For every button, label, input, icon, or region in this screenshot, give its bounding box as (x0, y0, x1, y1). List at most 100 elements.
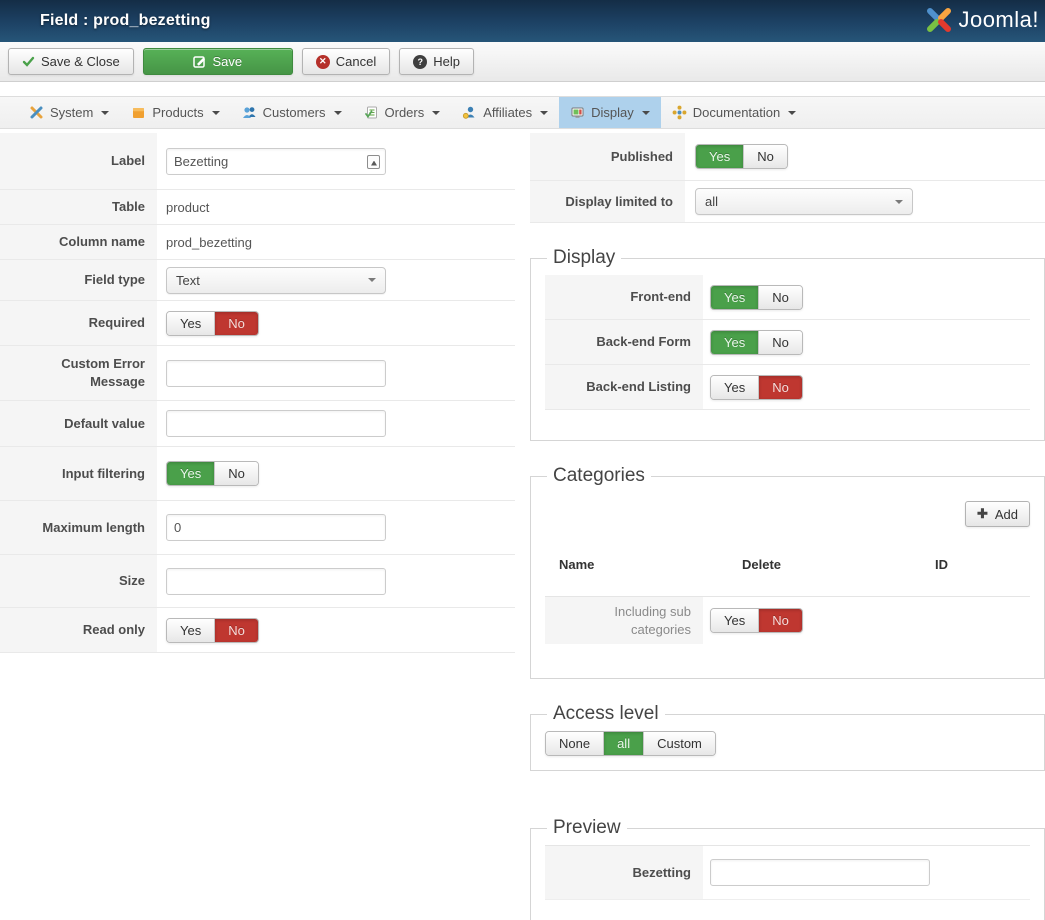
custom-error-input[interactable] (166, 359, 386, 387)
yes-button[interactable]: Yes (711, 609, 759, 633)
input-filtering-label: Input filtering (0, 447, 157, 500)
display-limited-label: Display limited to (530, 181, 685, 222)
required-label: Required (0, 301, 157, 345)
default-value-input[interactable] (166, 410, 386, 437)
chevron-down-icon (895, 199, 903, 204)
add-category-button[interactable]: ✚ Add (964, 501, 1030, 527)
page-title: Field : prod_bezetting (40, 12, 211, 29)
custom-error-label: Custom Error Message (0, 346, 157, 400)
no-button[interactable]: No (758, 375, 802, 399)
default-value-row: Default value (0, 401, 515, 447)
back-end-form-row: Back-end Form Yes No (545, 320, 1030, 365)
no-button[interactable]: No (743, 145, 787, 168)
menu-item-label: System (50, 105, 94, 120)
access-level-fieldset: Access level None all Custom (530, 703, 1045, 772)
preview-field-input[interactable] (710, 859, 930, 887)
categories-fieldset: Categories ✚ Add Name Delete ID Including… (530, 465, 1045, 680)
table-row: Table product (0, 190, 515, 225)
menu-item-customers[interactable]: Customers (231, 97, 353, 128)
maximum-length-input[interactable] (166, 514, 386, 541)
no-button[interactable]: No (214, 618, 258, 642)
size-input[interactable] (166, 567, 386, 595)
input-filtering-row: Input filtering Yes No (0, 447, 515, 501)
chevron-down-icon (540, 110, 549, 115)
back-end-form-toggle: Yes No (710, 329, 803, 355)
access-none-button[interactable]: None (546, 732, 604, 756)
documentation-icon (672, 105, 687, 120)
size-row: Size (0, 555, 515, 608)
sub-categories-row: Including sub categories Yes No (545, 596, 1030, 645)
field-type-label: Field type (0, 260, 157, 300)
categories-table-header: Name Delete ID (545, 557, 1030, 572)
menu-item-label: Customers (262, 105, 326, 120)
system-icon (30, 106, 43, 119)
no-button[interactable]: No (758, 609, 802, 633)
toolbar: Save & Close Save ✕ Cancel ? Help (0, 42, 1045, 82)
menu-item-documentation[interactable]: Documentation (661, 97, 807, 128)
menu-item-system[interactable]: System (18, 97, 120, 128)
title-bar: Field : prod_bezetting Joomla! (0, 0, 1045, 42)
size-label: Size (0, 555, 157, 607)
table-value: product (166, 199, 210, 215)
label-input[interactable] (166, 147, 386, 175)
chevron-down-icon (788, 110, 797, 115)
save-close-button[interactable]: Save & Close (8, 48, 134, 75)
default-value-label: Default value (0, 401, 157, 446)
display-limited-select[interactable]: all (695, 188, 913, 215)
chevron-down-icon (211, 110, 220, 115)
menu-item-display[interactable]: Display (559, 97, 661, 128)
yes-button[interactable]: Yes (711, 375, 759, 399)
cancel-button[interactable]: ✕ Cancel (301, 48, 391, 75)
yes-button[interactable]: Yes (711, 330, 759, 354)
menu-item-orders[interactable]: Orders (353, 97, 452, 128)
access-all-button[interactable]: all (603, 732, 644, 756)
help-button[interactable]: ? Help (399, 48, 474, 75)
menu-item-products[interactable]: Products (120, 97, 230, 128)
text-edit-icon (367, 154, 380, 169)
maximum-length-label: Maximum length (0, 501, 157, 554)
back-end-form-label: Back-end Form (545, 320, 703, 364)
column-name-value: prod_bezetting (166, 234, 253, 250)
front-end-label: Front-end (545, 275, 703, 319)
column-header-name: Name (559, 557, 595, 572)
sub-categories-label: Including sub categories (545, 597, 703, 645)
orders-icon (364, 106, 377, 119)
no-button[interactable]: No (758, 285, 802, 309)
yes-button[interactable]: Yes (167, 618, 215, 642)
save-button[interactable]: Save (142, 48, 293, 75)
yes-button[interactable]: Yes (167, 462, 215, 485)
menu-item-label: Products (152, 105, 204, 120)
yes-button[interactable]: Yes (167, 311, 215, 335)
field-settings-panel: Label Table product Column name prod_bez… (0, 133, 515, 653)
save-label: Save (212, 54, 243, 69)
products-icon (133, 108, 145, 118)
maximum-length-row: Maximum length (0, 501, 515, 555)
yes-button[interactable]: Yes (711, 285, 759, 309)
no-button[interactable]: No (214, 462, 258, 485)
access-custom-button[interactable]: Custom (643, 732, 715, 756)
display-limited-row: Display limited to all (530, 181, 1045, 223)
published-toggle: Yes No (695, 144, 788, 169)
edit-icon (193, 56, 206, 68)
chevron-down-icon (432, 110, 441, 115)
field-type-select[interactable]: Text (166, 266, 386, 294)
preview-legend: Preview (553, 817, 621, 839)
column-name-label: Column name (0, 225, 157, 259)
custom-error-row: Custom Error Message (0, 346, 515, 401)
menu-item-label: Documentation (692, 105, 781, 120)
no-button[interactable]: No (214, 311, 258, 335)
no-button[interactable]: No (758, 330, 802, 354)
required-toggle: Yes No (166, 310, 259, 336)
menu-item-label: Display (591, 105, 634, 120)
required-row: Required Yes No (0, 301, 515, 346)
column-header-delete: Delete (742, 557, 782, 572)
back-end-listing-toggle: Yes No (710, 374, 803, 400)
front-end-row: Front-end Yes No (545, 275, 1030, 320)
yes-button[interactable]: Yes (696, 145, 744, 168)
display-icon (571, 107, 584, 118)
display-legend: Display (553, 247, 616, 268)
menu-item-affiliates[interactable]: Affiliates (451, 97, 559, 128)
read-only-row: Read only Yes No (0, 608, 515, 653)
display-settings-panel: Published Yes No Display limited to all (530, 133, 1045, 920)
